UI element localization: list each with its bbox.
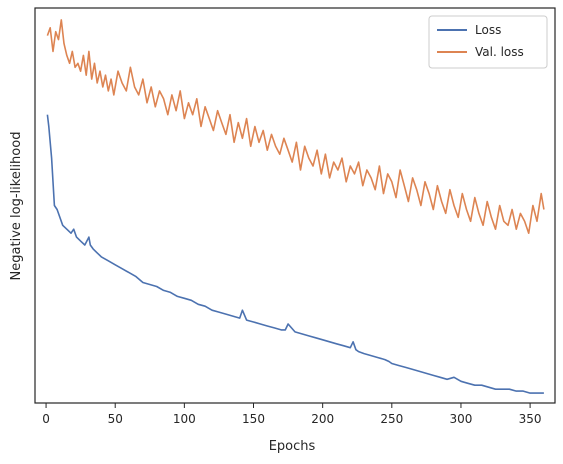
series-line-loss	[46, 114, 544, 394]
legend-label-loss: Loss	[475, 23, 501, 37]
x-tick-label: 350	[519, 412, 542, 426]
x-tick-label: 250	[380, 412, 403, 426]
x-tick-label: 50	[108, 412, 123, 426]
x-tick-label: 200	[311, 412, 334, 426]
x-axis: 0 50 100 150 200 250 300 350	[42, 403, 542, 426]
x-tick-label: 0	[42, 412, 50, 426]
legend: Loss Val. loss	[428, 15, 548, 69]
x-tick-label: 300	[450, 412, 473, 426]
plot-area	[34, 7, 556, 404]
x-axis-label: Epochs	[269, 439, 316, 454]
legend-label-val-loss: Val. loss	[475, 45, 524, 59]
series-line-val-loss	[46, 19, 545, 234]
x-tick-label: 150	[242, 412, 265, 426]
y-axis-label: Negative log-likelihood	[9, 132, 24, 281]
series-layer	[46, 19, 545, 394]
x-tick-label: 100	[173, 412, 196, 426]
